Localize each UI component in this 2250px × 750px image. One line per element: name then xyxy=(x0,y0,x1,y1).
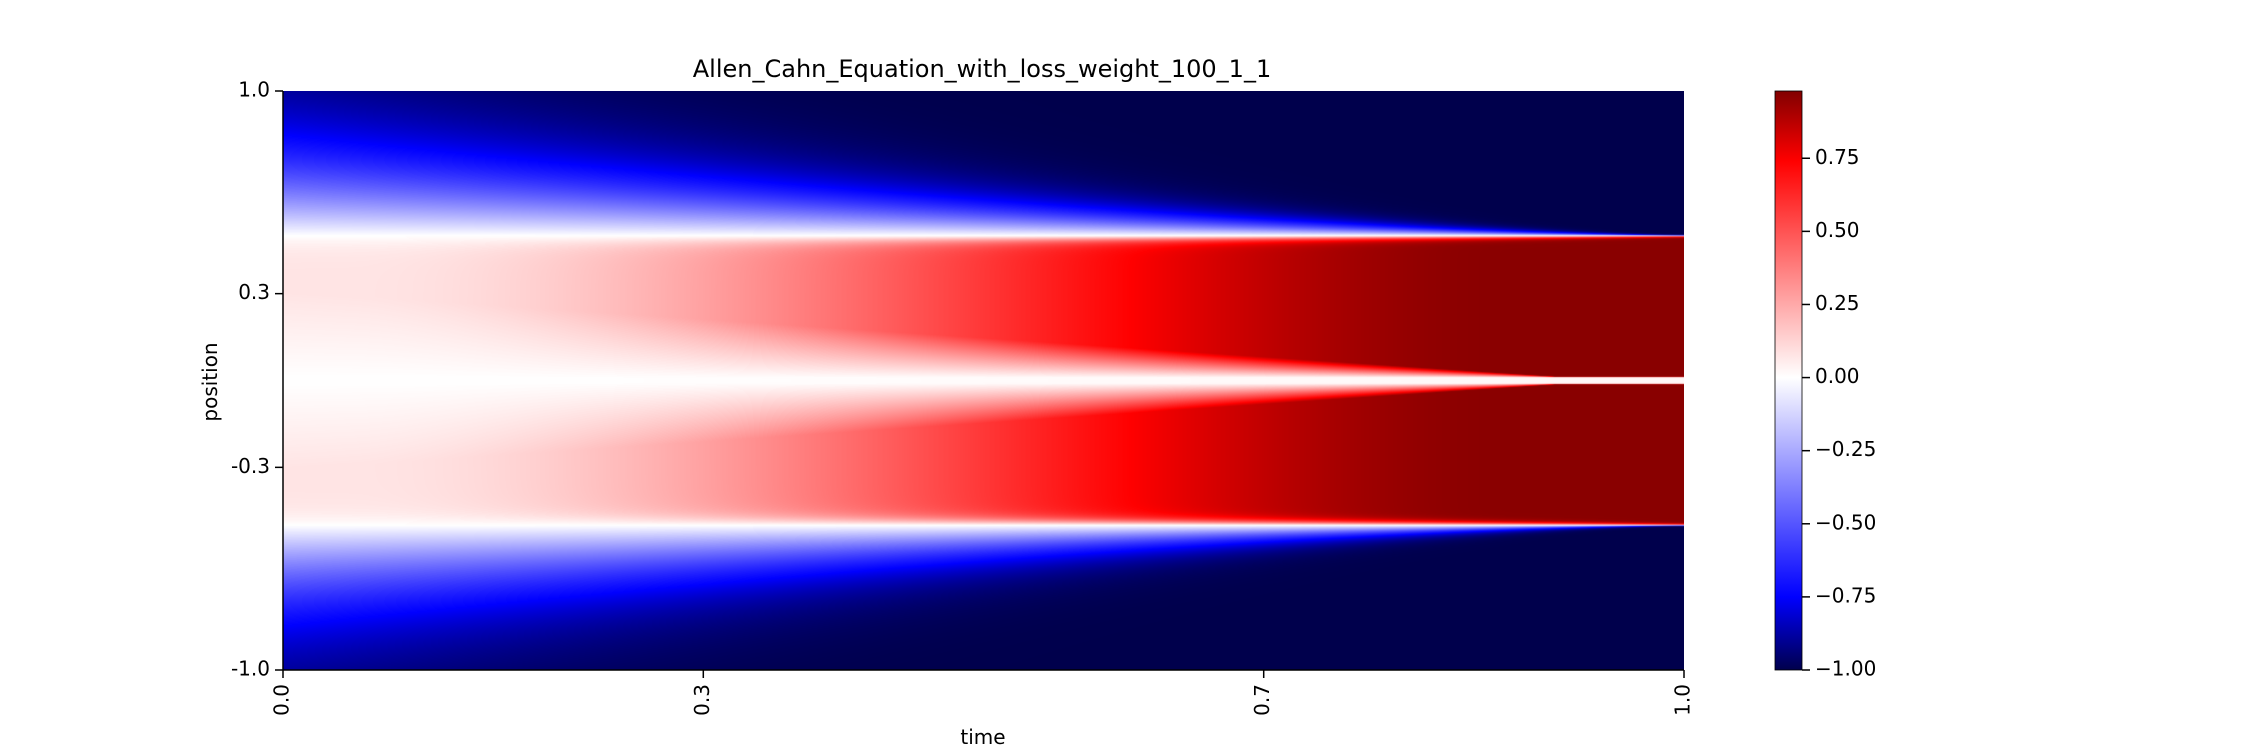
colorbar: 0.75 0.50 0.25 0.00 −0.25 −0.50 −0.75 −1.00 xyxy=(1774,90,1876,681)
colorbar-tick-label: 0.50 xyxy=(1815,218,1860,242)
colorbar-tick-label: 0.00 xyxy=(1815,364,1860,388)
y-axis-label: position xyxy=(198,342,222,421)
heatmap-canvas xyxy=(283,91,1684,670)
colorbar-gradient xyxy=(1775,91,1802,670)
colorbar-frame xyxy=(1774,90,1803,671)
x-tick-label: 0.3 xyxy=(690,684,714,716)
colorbar-tick-label: −0.25 xyxy=(1815,437,1876,461)
x-tick-label: 1.0 xyxy=(1671,684,1695,716)
x-tick-label: 0.0 xyxy=(270,684,294,716)
x-axis-label: time xyxy=(960,725,1005,749)
y-tick-label: -0.3 xyxy=(231,454,270,478)
colorbar-tick-label: 0.25 xyxy=(1815,291,1860,315)
chart-title: Allen_Cahn_Equation_with_loss_weight_100… xyxy=(693,55,1271,83)
y-tick-label: 1.0 xyxy=(238,78,270,102)
y-axis: 1.0 0.3 -0.3 -1.0 xyxy=(231,78,284,681)
heatmap-plot-area xyxy=(283,91,1684,670)
colorbar-tick-label: −0.50 xyxy=(1815,510,1876,534)
y-tick-label: -1.0 xyxy=(231,657,270,681)
x-tick-label: 0.7 xyxy=(1250,684,1274,716)
colorbar-tick-label: −1.00 xyxy=(1815,657,1876,681)
colorbar-ticks: 0.75 0.50 0.25 0.00 −0.25 −0.50 −0.75 −1.00 xyxy=(1774,90,1876,681)
colorbar-tick-label: −0.75 xyxy=(1815,583,1876,607)
colorbar-tick-label: 0.75 xyxy=(1815,145,1860,169)
y-tick-label: 0.3 xyxy=(238,280,270,304)
x-axis: 0.0 0.3 0.7 1.0 xyxy=(270,669,1695,716)
